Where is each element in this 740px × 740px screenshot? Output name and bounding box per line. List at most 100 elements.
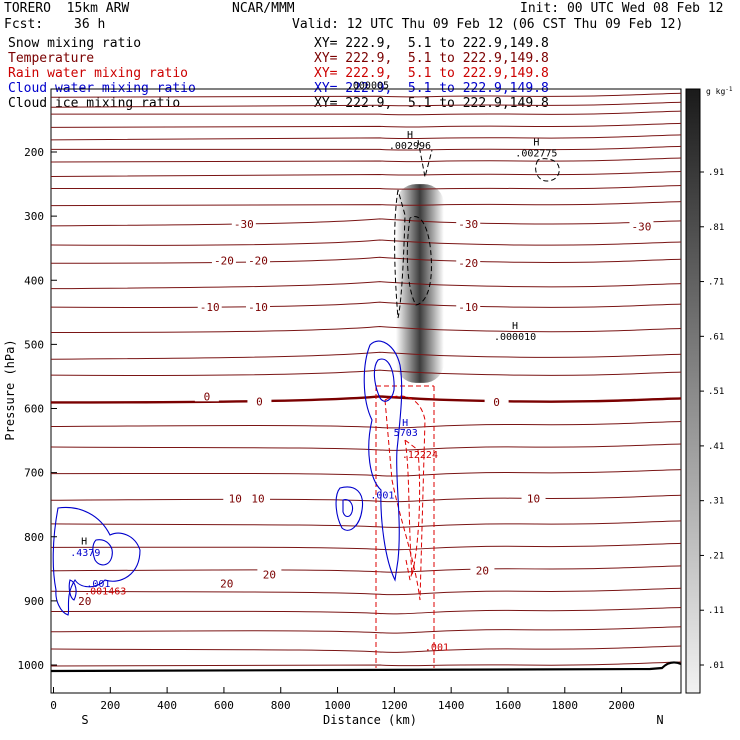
x-tick-label: 1000 xyxy=(324,699,351,712)
y-tick-label: 300 xyxy=(24,210,44,223)
isotherm-line xyxy=(51,565,681,573)
isotherm-label-bg xyxy=(470,563,495,576)
contour-annotation: .001 xyxy=(370,490,394,501)
isotherm-label: -10 xyxy=(200,301,220,314)
x-tick-label: 1200 xyxy=(381,699,408,712)
colorbar-tick-label: .91 xyxy=(708,168,724,178)
colorbar-tick-label: .21 xyxy=(708,551,724,561)
y-tick-label: 1000 xyxy=(18,659,45,672)
x-tick-label: 200 xyxy=(100,699,120,712)
contour-annotation: H xyxy=(533,138,539,149)
isotherm-label-bg xyxy=(246,491,271,504)
isotherm-line xyxy=(51,626,681,634)
colorbar-tick-label: .51 xyxy=(708,387,724,397)
isotherm-line xyxy=(51,395,681,404)
isotherm-label-bg xyxy=(194,389,219,402)
colorbar-tick-label: .81 xyxy=(708,223,724,233)
isotherm-label: 20 xyxy=(476,565,489,578)
header-valid: Valid: 12 UTC Thu 09 Feb 12 (06 CST Thu … xyxy=(292,17,684,32)
contour-annotation: .000010 xyxy=(494,332,536,343)
header-org: NCAR/MMM xyxy=(232,1,295,16)
isotherm-label: -20 xyxy=(214,254,234,267)
y-tick-label: 800 xyxy=(24,531,44,544)
y-tick-label: 200 xyxy=(24,146,44,159)
header-model: TORERO 15km ARW xyxy=(4,1,130,16)
isotherm-line xyxy=(51,101,681,108)
isotherm-label-bg xyxy=(521,491,546,504)
y-axis: 200 300 400 500 600 700 800 900 1000 xyxy=(18,146,57,672)
colorbar-tick-label: .01 xyxy=(708,661,724,671)
contour-annotation: 5703 xyxy=(394,428,418,439)
header-fcst-value: 36 h xyxy=(74,17,106,32)
contour-annotation: .002775 xyxy=(515,148,557,159)
x-end-label-right: N xyxy=(656,713,663,727)
isotherm-label-bg xyxy=(247,394,272,407)
contour-annotation: H xyxy=(402,418,408,429)
isotherm-line xyxy=(51,256,681,264)
x-tick-label: 1800 xyxy=(552,699,579,712)
contour-annotation: .000005 xyxy=(347,81,389,92)
colorbar-tick-label: .71 xyxy=(708,278,724,288)
isotherm-line xyxy=(51,469,681,477)
isotherm-label-bg xyxy=(246,253,271,266)
colorbar-unit: g kg-1 xyxy=(706,86,733,96)
y-axis-title: Pressure (hPa) xyxy=(3,339,17,440)
isotherm-label-bg xyxy=(484,395,509,408)
isotherm-line xyxy=(51,351,681,360)
isotherm-label-bg xyxy=(629,219,654,232)
plot-frame xyxy=(50,88,682,694)
isotherm-label: -10 xyxy=(458,301,478,314)
cloud-water-contours xyxy=(52,340,403,616)
isotherm-line xyxy=(51,145,681,151)
colorbar-tick-label: .41 xyxy=(708,442,724,452)
isotherm-label: -30 xyxy=(458,218,478,231)
isotherm-line xyxy=(51,185,681,190)
y-tick-label: 900 xyxy=(24,595,44,608)
isotherm-label-bg xyxy=(456,300,481,313)
contour-annotations: H.002996 H.002775H.000010H5703.12224.001H… xyxy=(70,81,557,654)
header-init: Init: 00 UTC Wed 08 Feb 12 xyxy=(520,1,724,16)
x-tick-label: 800 xyxy=(271,699,291,712)
isotherm-label-bg xyxy=(211,253,236,266)
isotherm-line xyxy=(51,645,681,653)
field-xy-cloud-ice: XY= 222.9, 5.1 to 222.9,149.8 xyxy=(314,96,549,111)
y-tick-label: 700 xyxy=(24,467,44,480)
isotherm-label-bg xyxy=(72,593,97,606)
contour-annotation: .001463 xyxy=(84,586,126,597)
isotherm-line xyxy=(51,110,681,116)
isotherm-label-bg xyxy=(456,255,481,268)
field-xy-snow: XY= 222.9, 5.1 to 222.9,149.8 xyxy=(314,36,549,51)
isotherm-label: 20 xyxy=(78,595,91,608)
field-label-temperature: Temperature xyxy=(8,51,95,66)
isotherm-line xyxy=(51,92,681,98)
temperature-isotherms: -30 -30 -30 -20 -20 -20 -10 -10 -10 0 0 0 10 10 10 20 20… xyxy=(51,89,681,667)
x-tick-label: 600 xyxy=(214,699,234,712)
contour-annotation: .12224 xyxy=(402,450,438,461)
y-tick-label: 400 xyxy=(24,274,44,287)
isotherm-line xyxy=(51,239,681,246)
isotherm-label-bg xyxy=(246,300,271,313)
isotherm-label: 10 xyxy=(251,492,264,505)
field-label-rain: Rain water mixing ratio xyxy=(8,66,189,81)
isotherm-line xyxy=(51,134,681,141)
isotherm-line xyxy=(51,201,681,207)
isotherm-label: 20 xyxy=(220,578,233,591)
isotherm-label-bg xyxy=(223,491,248,504)
contour-annotation: .001 xyxy=(86,579,110,590)
header-fcst-label: Fcst: xyxy=(4,17,44,32)
field-label-snow: Snow mixing ratio xyxy=(8,36,142,51)
colorbar: .91 .81 .71 .61 .51 .41 .31 .21 .11 .01 g kg-1 xyxy=(685,86,733,694)
isotherm-line xyxy=(51,301,681,309)
isotherm-label-bg xyxy=(456,216,481,229)
isotherm-line xyxy=(51,494,681,503)
field-xy-temperature: XY= 222.9, 5.1 to 222.9,149.8 xyxy=(314,51,549,66)
isotherm-line xyxy=(51,606,681,615)
x-axis: 0 200 400 600 800 1000 1200 1400 1600 1800 2000 xyxy=(50,687,635,712)
colorbar-tick-label: .61 xyxy=(708,332,724,342)
x-tick-label: 2000 xyxy=(608,699,635,712)
isotherm-line xyxy=(51,421,681,429)
isotherm-label: 10 xyxy=(527,492,540,505)
isotherm-line xyxy=(51,157,681,163)
isotherm-line xyxy=(51,661,681,667)
